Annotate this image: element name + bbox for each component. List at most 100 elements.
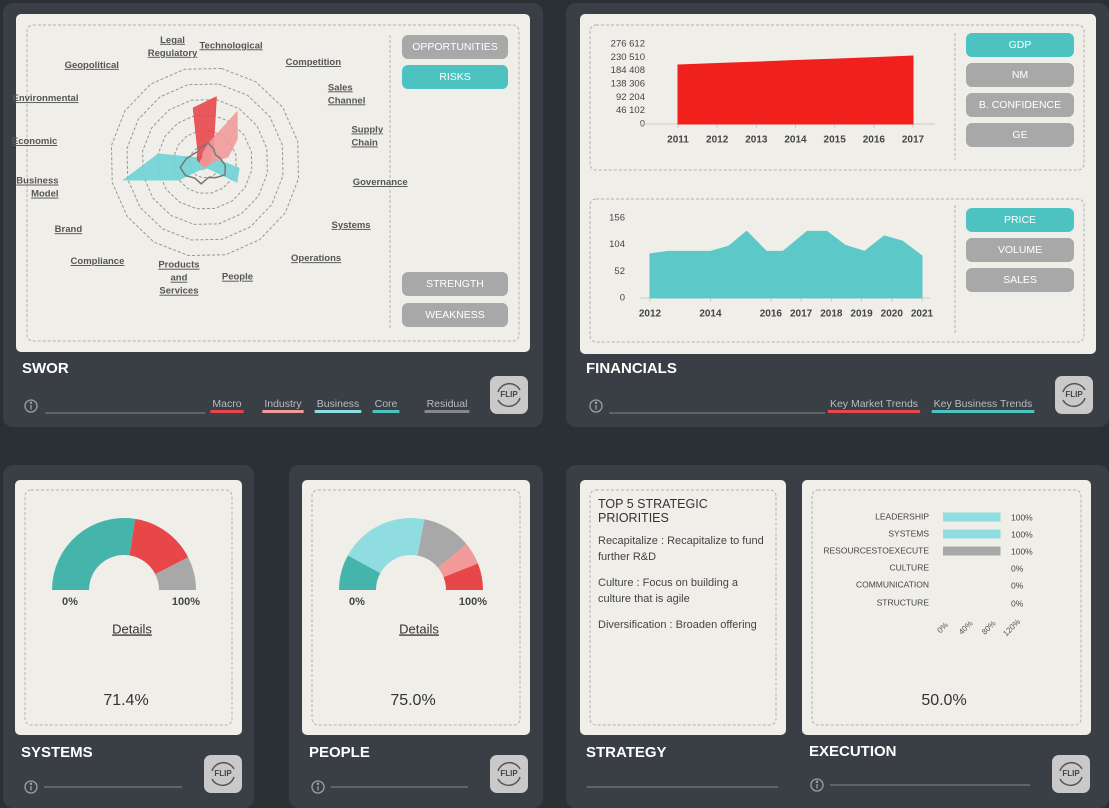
x-tick-label: 2018 (820, 309, 843, 320)
toggle-button-bg (966, 93, 1074, 117)
frame (589, 198, 1085, 343)
frame (811, 489, 1082, 726)
toggle-button-bg (966, 33, 1074, 57)
gauge-segment (129, 518, 189, 575)
radar-ring (126, 83, 284, 241)
x-tick-label: 2013 (745, 135, 768, 146)
radar-label: Model (31, 189, 58, 200)
radar-label: Systems (332, 220, 371, 231)
flip-button-bg (1055, 376, 1093, 414)
radar-label: Supply (351, 124, 383, 135)
toggle-button-bg (966, 63, 1074, 87)
radar-label: Legal (160, 35, 185, 46)
bar-value-label: 100% (1011, 512, 1033, 522)
flip-button-bg (1052, 755, 1090, 793)
frame (26, 24, 520, 342)
flip-button[interactable]: FLIP (490, 376, 528, 414)
flip-arrow (1059, 761, 1083, 787)
radar-label: Technological (199, 40, 262, 51)
x-tick-label: 2021 (911, 309, 934, 320)
radar-label: Operations (291, 253, 341, 264)
toggle-button[interactable]: SALES (966, 268, 1074, 292)
toggle-button[interactable]: WEAKNESS (402, 303, 508, 327)
radar-label: Environmental (12, 93, 78, 104)
bar-value-label: 0% (1011, 598, 1024, 608)
toggle-button[interactable]: GDP (966, 33, 1074, 57)
radar-label: Products (158, 260, 199, 271)
toggle-button[interactable]: RISKS (402, 65, 508, 89)
toggle-button[interactable]: PRICE (966, 208, 1074, 232)
flip-button-bg (204, 755, 242, 793)
x-tick-label: 2012 (639, 309, 662, 320)
bar-value-label: 0% (1011, 563, 1024, 573)
toggle-button-label: STRENGTH (426, 278, 484, 290)
bar (943, 546, 1001, 556)
info-icon (810, 778, 824, 792)
toggle-button[interactable]: GE (966, 123, 1074, 147)
gauge-min: 0% (62, 596, 78, 608)
legend-label: Residual (427, 398, 468, 410)
radar-label: Business (16, 176, 58, 187)
details-link[interactable]: Details (399, 621, 439, 636)
swor-card (16, 14, 530, 352)
toggle-button-bg (966, 238, 1074, 262)
toggle-button[interactable]: NM (966, 63, 1074, 87)
toggle-button[interactable]: STRENGTH (402, 272, 508, 296)
y-tick-label: 184 408 (611, 65, 645, 76)
x-tick-label: 2017 (902, 135, 925, 146)
score: 50.0% (921, 692, 966, 709)
flip-button[interactable]: FLIP (490, 755, 528, 793)
bar (943, 529, 1001, 539)
legend-label: Industry (264, 398, 302, 410)
flip-button[interactable]: FLIP (1052, 755, 1090, 793)
toggle-button-label: NM (1012, 69, 1028, 81)
flip-label: FLIP (1062, 769, 1080, 778)
radar-label: Chain (351, 137, 378, 148)
bar-label: COMMUNICATION (856, 579, 929, 589)
info-icon (589, 399, 603, 413)
panel-title: SYSTEMS (21, 744, 93, 761)
gauge-segment (437, 544, 478, 578)
frame (589, 24, 1085, 171)
flip-button-bg (490, 755, 528, 793)
toggle-button[interactable]: B. CONFIDENCE (966, 93, 1074, 117)
legend-label: Business (317, 398, 360, 410)
toggle-button[interactable]: VOLUME (966, 238, 1074, 262)
x-tick-label: 2020 (881, 309, 904, 320)
details-link[interactable]: Details (112, 621, 152, 636)
toggle-button-label: WEAKNESS (425, 309, 485, 321)
radar-label: Services (159, 286, 198, 297)
toggle-button[interactable]: OPPORTUNITIES (402, 35, 508, 59)
gauge-segment (339, 555, 381, 590)
x-tick-label: 2017 (790, 309, 813, 320)
flip-button[interactable]: FLIP (204, 755, 242, 793)
footer-lines (44, 412, 1030, 788)
panel-title: EXECUTION (809, 743, 897, 760)
gauge-segment (417, 519, 467, 568)
gauge-max: 100% (459, 596, 487, 608)
flip-button[interactable]: FLIP (1055, 376, 1093, 414)
x-tick-label: 2016 (863, 135, 886, 146)
panel-title: SWOR (22, 360, 69, 377)
toggle-button-label: GE (1012, 129, 1027, 141)
legend-swatch (424, 410, 470, 413)
radar-ring (142, 99, 268, 225)
area (649, 230, 923, 299)
flip-label: FLIP (214, 769, 232, 778)
legend-swatch (931, 410, 1035, 413)
frame (589, 489, 777, 726)
strategy-item: Recapitalize : Recapitalize to fund furt… (598, 535, 764, 563)
legend-label: Macro (212, 398, 241, 410)
x-tick-label: 2014 (784, 135, 807, 146)
gauge-max: 100% (172, 596, 200, 608)
x-tick-label: 2016 (760, 309, 783, 320)
y-tick-label: 46 102 (616, 105, 645, 116)
toggle-button-bg (402, 65, 508, 89)
strategy-item: Culture : Focus on building a culture th… (598, 577, 739, 605)
legend-label: Key Business Trends (934, 398, 1033, 410)
flip-button-bg (490, 376, 528, 414)
radar-label: Geopolitical (65, 60, 119, 71)
radar-ring (157, 114, 253, 210)
flip-arrow (497, 382, 521, 408)
score: 75.0% (390, 692, 435, 709)
